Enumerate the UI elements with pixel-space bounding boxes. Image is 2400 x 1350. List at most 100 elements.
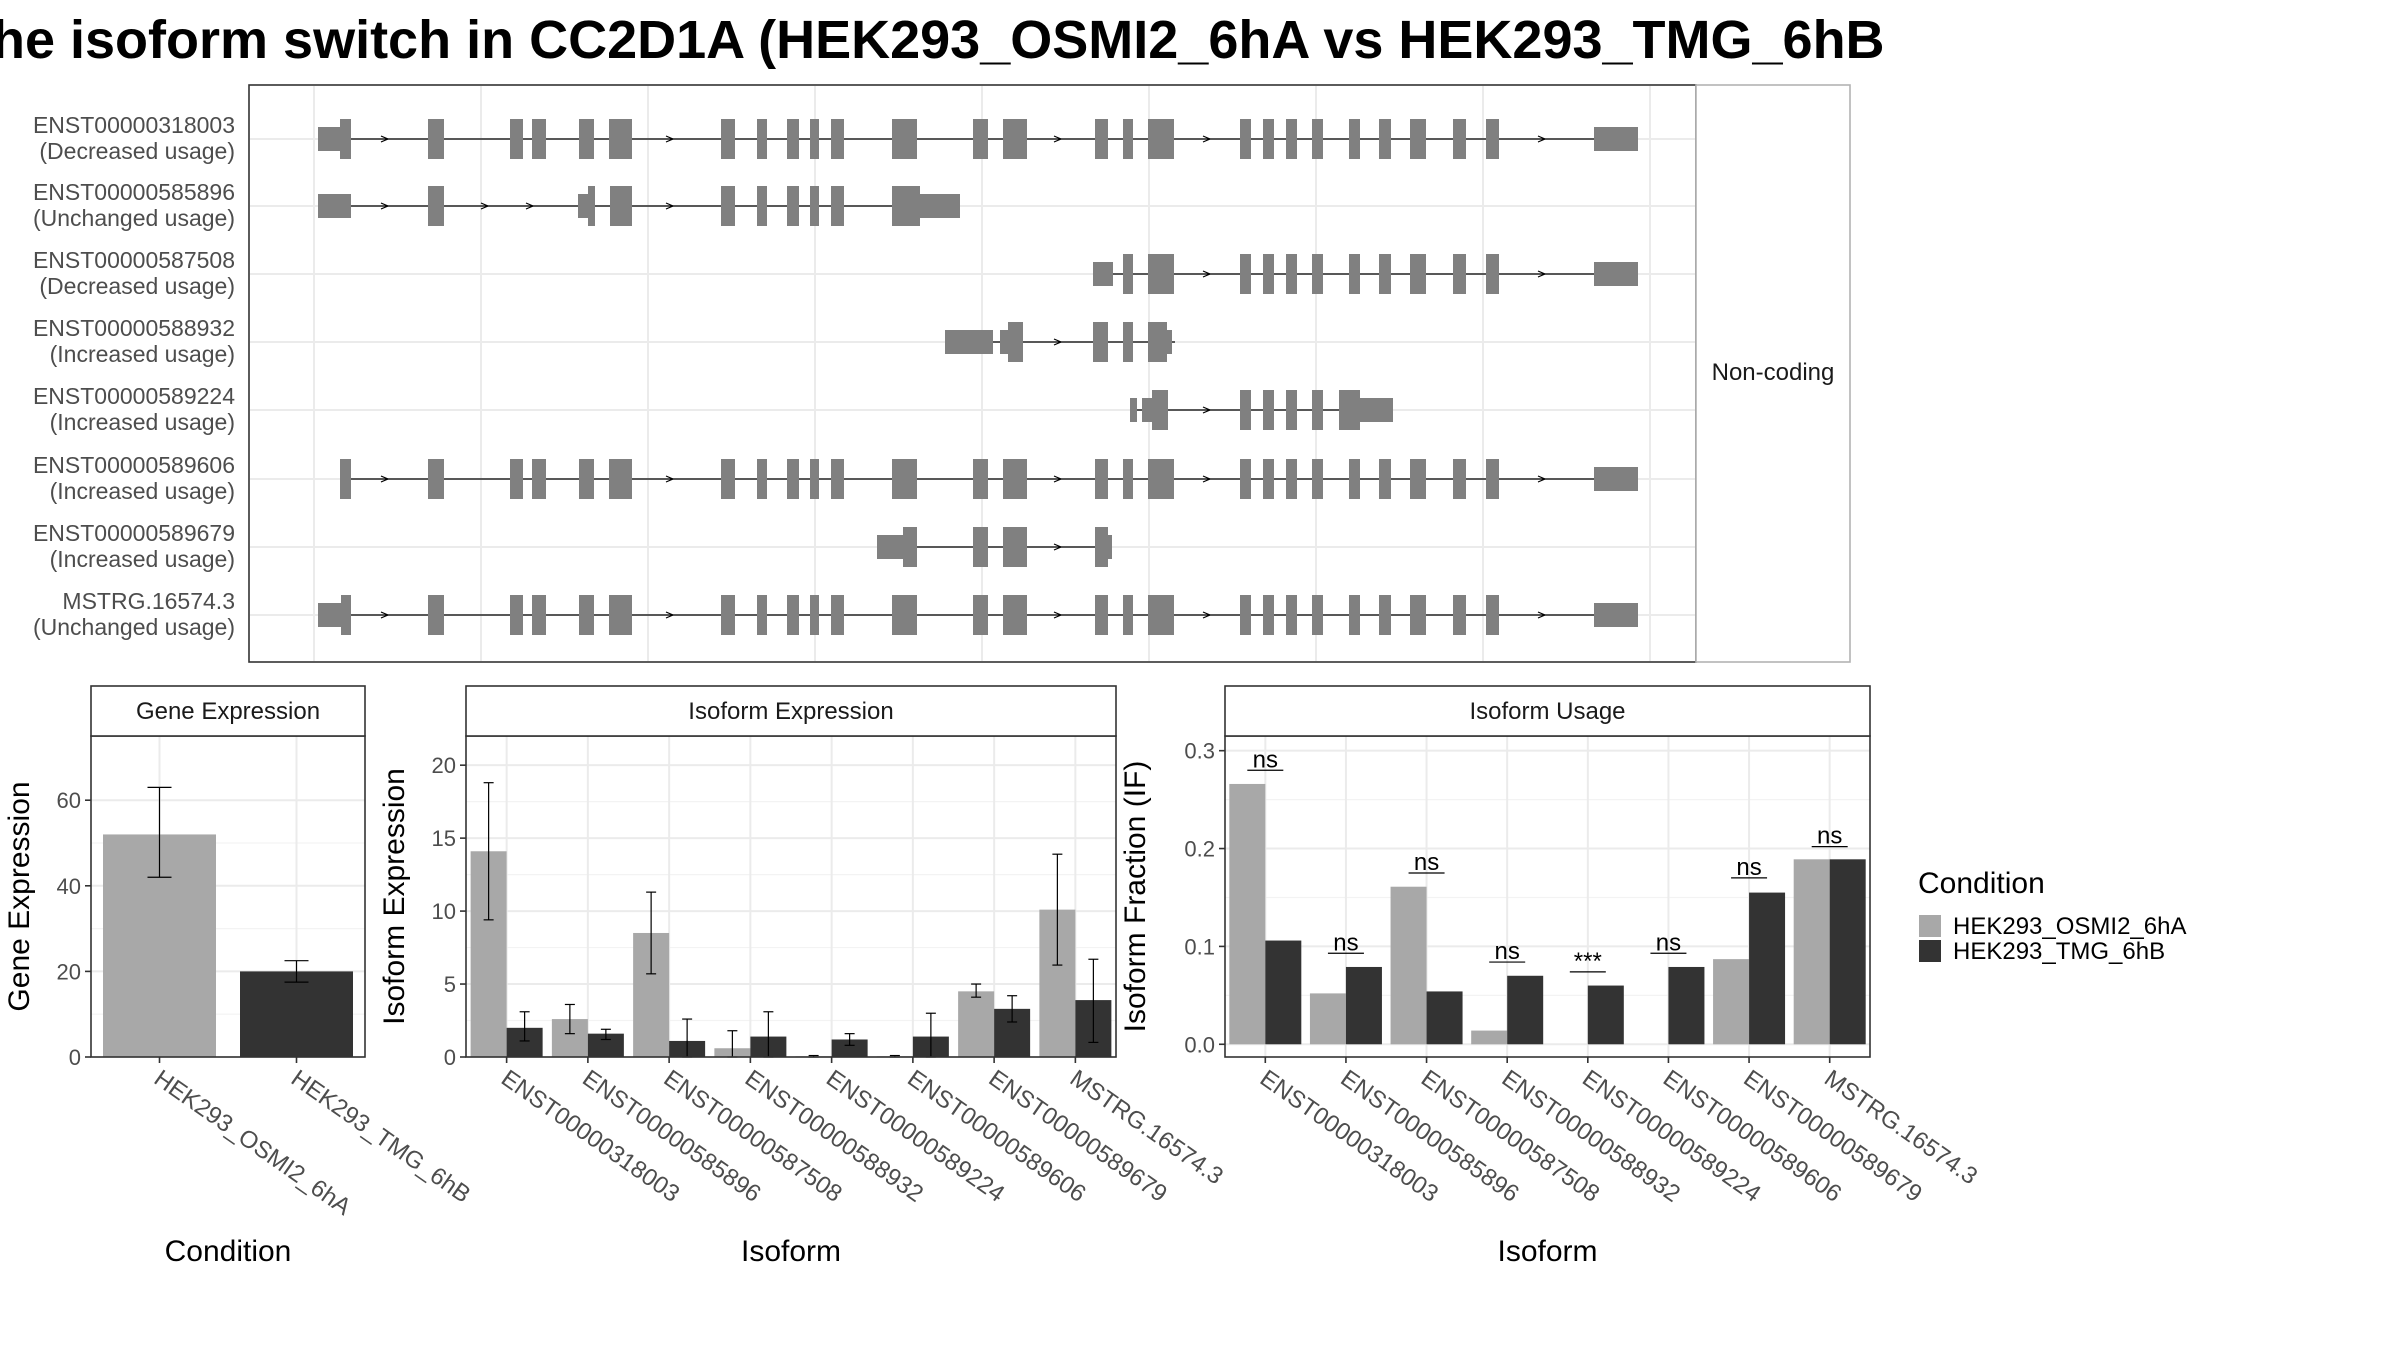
isoform-usage-label: (Increased usage) bbox=[50, 546, 235, 572]
figure-title: he isoform switch in CC2D1A (HEK293_OSMI… bbox=[0, 10, 1885, 70]
transcript-track bbox=[318, 119, 1638, 159]
exon-block bbox=[1263, 119, 1274, 159]
transcript-tracks bbox=[318, 119, 1638, 635]
exon-block bbox=[973, 459, 988, 499]
exon-block bbox=[428, 459, 444, 499]
exon-block bbox=[1093, 262, 1113, 286]
exon-block bbox=[1453, 595, 1466, 635]
exon-block bbox=[1000, 330, 1008, 354]
exon-block bbox=[532, 595, 546, 635]
exon-block bbox=[1240, 390, 1251, 430]
y-tick-label: 60 bbox=[57, 788, 81, 813]
strand-arrow bbox=[1202, 135, 1212, 143]
exon-block bbox=[1286, 390, 1297, 430]
y-axis-title: Isoform Expression bbox=[378, 768, 411, 1025]
exon-block bbox=[1123, 119, 1133, 159]
legend-label-b: HEK293_TMG_6hB bbox=[1953, 938, 2165, 965]
significance-label: ns bbox=[1817, 823, 1842, 850]
exon-block bbox=[831, 186, 844, 226]
exon-block bbox=[721, 459, 735, 499]
isoform-usage-label: (Increased usage) bbox=[50, 478, 235, 504]
exon-block bbox=[1286, 595, 1297, 635]
legend-label-a: HEK293_OSMI2_6hA bbox=[1953, 913, 2186, 940]
exon-block bbox=[1167, 330, 1172, 354]
structure-plot-background bbox=[249, 85, 1696, 662]
exon-block bbox=[757, 119, 767, 159]
isoform-id-label: ENST00000587508 bbox=[33, 247, 235, 273]
exon-block bbox=[1453, 119, 1466, 159]
y-tick-label: 0 bbox=[444, 1045, 456, 1070]
exon-block bbox=[609, 595, 632, 635]
transcript-track bbox=[318, 595, 1638, 635]
transcript-track bbox=[877, 527, 1112, 567]
isoform-expression-panel: Isoform Expression05101520ENST0000031800… bbox=[378, 685, 1228, 1268]
exon-block bbox=[810, 186, 819, 226]
y-tick-label: 0.1 bbox=[1184, 934, 1215, 959]
exon-block bbox=[1240, 459, 1251, 499]
exon-block bbox=[1453, 254, 1466, 294]
isoform-usage-label: (Unchanged usage) bbox=[33, 205, 235, 231]
y-tick-label: 5 bbox=[444, 972, 456, 997]
bar bbox=[1390, 886, 1427, 1045]
exon-block bbox=[532, 119, 546, 159]
exon-block bbox=[428, 119, 444, 159]
panel-title: Isoform Expression bbox=[688, 698, 893, 725]
exon-block bbox=[1003, 459, 1027, 499]
isoform-usage-label: (Increased usage) bbox=[50, 341, 235, 367]
exon-block bbox=[1453, 459, 1466, 499]
y-axis-title: Gene Expression bbox=[3, 781, 36, 1011]
strand-arrow bbox=[1053, 611, 1063, 619]
exon-block bbox=[831, 595, 844, 635]
strand-arrow bbox=[380, 475, 390, 483]
panel-title: Isoform Usage bbox=[1469, 698, 1625, 725]
y-tick-label: 0 bbox=[69, 1045, 81, 1070]
exon-block bbox=[318, 194, 351, 218]
exon-block bbox=[1360, 398, 1393, 422]
significance-label: ns bbox=[1495, 938, 1520, 965]
exon-block bbox=[920, 194, 960, 218]
y-tick-label: 0.0 bbox=[1184, 1032, 1215, 1057]
exon-block bbox=[1263, 459, 1274, 499]
strand-arrow bbox=[1053, 543, 1063, 551]
exon-block bbox=[892, 459, 917, 499]
exon-block bbox=[721, 595, 735, 635]
bar bbox=[1309, 993, 1346, 1045]
significance-label: ns bbox=[1414, 849, 1439, 876]
transcript-labels: ENST00000318003(Decreased usage)ENST0000… bbox=[33, 112, 235, 640]
transcript-track bbox=[1130, 390, 1393, 430]
strand-arrow bbox=[665, 611, 675, 619]
structure-strip-label: Non-coding bbox=[1712, 359, 1835, 386]
x-axis-title: Condition bbox=[165, 1235, 292, 1268]
exon-block bbox=[892, 595, 917, 635]
exon-block bbox=[810, 119, 819, 159]
exon-block bbox=[1486, 119, 1499, 159]
exon-block bbox=[787, 459, 799, 499]
legend-title: Condition bbox=[1918, 867, 2045, 900]
strand-arrow bbox=[525, 202, 535, 210]
exon-block bbox=[1003, 595, 1027, 635]
isoform-id-label: ENST00000589679 bbox=[33, 520, 235, 546]
exon-block bbox=[757, 595, 767, 635]
exon-block bbox=[1410, 119, 1426, 159]
exon-block bbox=[1286, 119, 1297, 159]
exon-block bbox=[1003, 119, 1027, 159]
exon-block bbox=[428, 595, 444, 635]
exon-block bbox=[340, 119, 351, 159]
exon-block bbox=[1148, 459, 1174, 499]
exon-block bbox=[1410, 595, 1426, 635]
exon-block bbox=[1379, 459, 1391, 499]
exon-block bbox=[510, 119, 523, 159]
transcript-structure-panel: ENST00000318003(Decreased usage)ENST0000… bbox=[33, 84, 1851, 663]
exon-block bbox=[892, 186, 920, 226]
exon-block bbox=[1095, 459, 1108, 499]
exon-block bbox=[318, 603, 341, 627]
legend-swatch-a bbox=[1919, 915, 1941, 937]
condition-legend: Condition HEK293_OSMI2_6hA HEK293_TMG_6h… bbox=[1918, 867, 2186, 965]
exon-block bbox=[1594, 262, 1638, 286]
exon-block bbox=[578, 194, 588, 218]
exon-block bbox=[1123, 322, 1133, 362]
transcript-track bbox=[1093, 254, 1638, 294]
exon-block bbox=[1008, 322, 1023, 362]
panel-title: Gene Expression bbox=[136, 698, 320, 725]
